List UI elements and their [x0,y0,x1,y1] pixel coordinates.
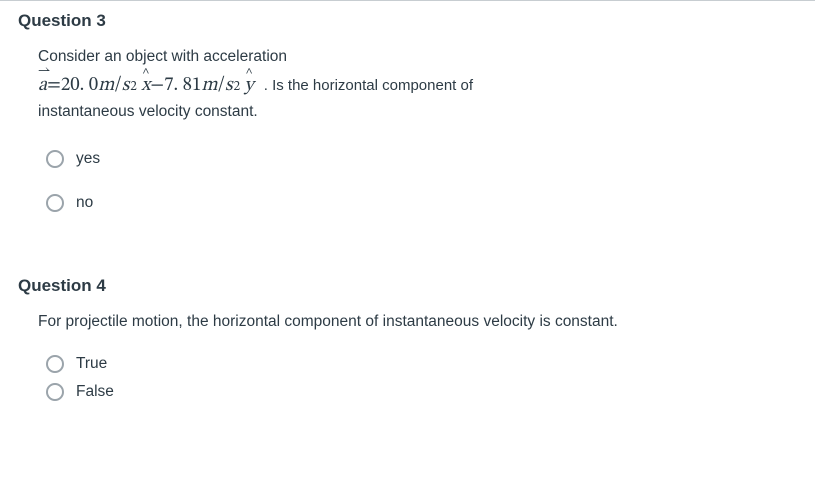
radio-icon[interactable] [46,355,64,373]
option-label: no [76,194,93,212]
radio-icon[interactable] [46,150,64,168]
option-label: False [76,383,114,401]
option-label: True [76,355,107,373]
unit-m: m [98,74,114,98]
question-body: For projectile motion, the horizontal co… [18,310,797,401]
unit-s2: s [225,74,233,98]
q3-options: yes no [38,150,797,212]
unit-m2: m [201,74,217,98]
question-title: Question 4 [18,276,797,296]
radio-icon[interactable] [46,194,64,212]
unit-s: s [122,74,130,98]
question-title: Question 3 [18,11,797,31]
equation: ⇀a = 20. 0 m/s2 ^x − 7. 81 m/s2 ^y [38,74,254,98]
option-false[interactable]: False [46,383,797,401]
sup2b: 2 [233,80,240,96]
equation-line: ⇀a = 20. 0 m/s2 ^x − 7. 81 m/s2 ^y . Is … [38,74,797,98]
sup2: 2 [130,80,137,96]
trailing-text: . Is the horizontal component of [264,77,473,94]
option-no[interactable]: no [46,194,797,212]
minus: − [150,74,164,98]
question-line2: instantaneous velocity constant. [38,100,797,123]
option-true[interactable]: True [46,355,797,373]
option-label: yes [76,150,100,168]
question-intro: Consider an object with acceleration [38,45,797,68]
q4-options: True False [38,355,797,401]
option-yes[interactable]: yes [46,150,797,168]
coef2: 7. 81 [164,74,201,98]
question-4: Question 4 For projectile motion, the ho… [0,276,815,401]
question-body: Consider an object with acceleration ⇀a … [18,45,797,212]
radio-icon[interactable] [46,383,64,401]
question-3: Question 3 Consider an object with accel… [0,11,815,212]
question-text: For projectile motion, the horizontal co… [38,310,797,333]
coef1: 20. 0 [61,74,98,98]
